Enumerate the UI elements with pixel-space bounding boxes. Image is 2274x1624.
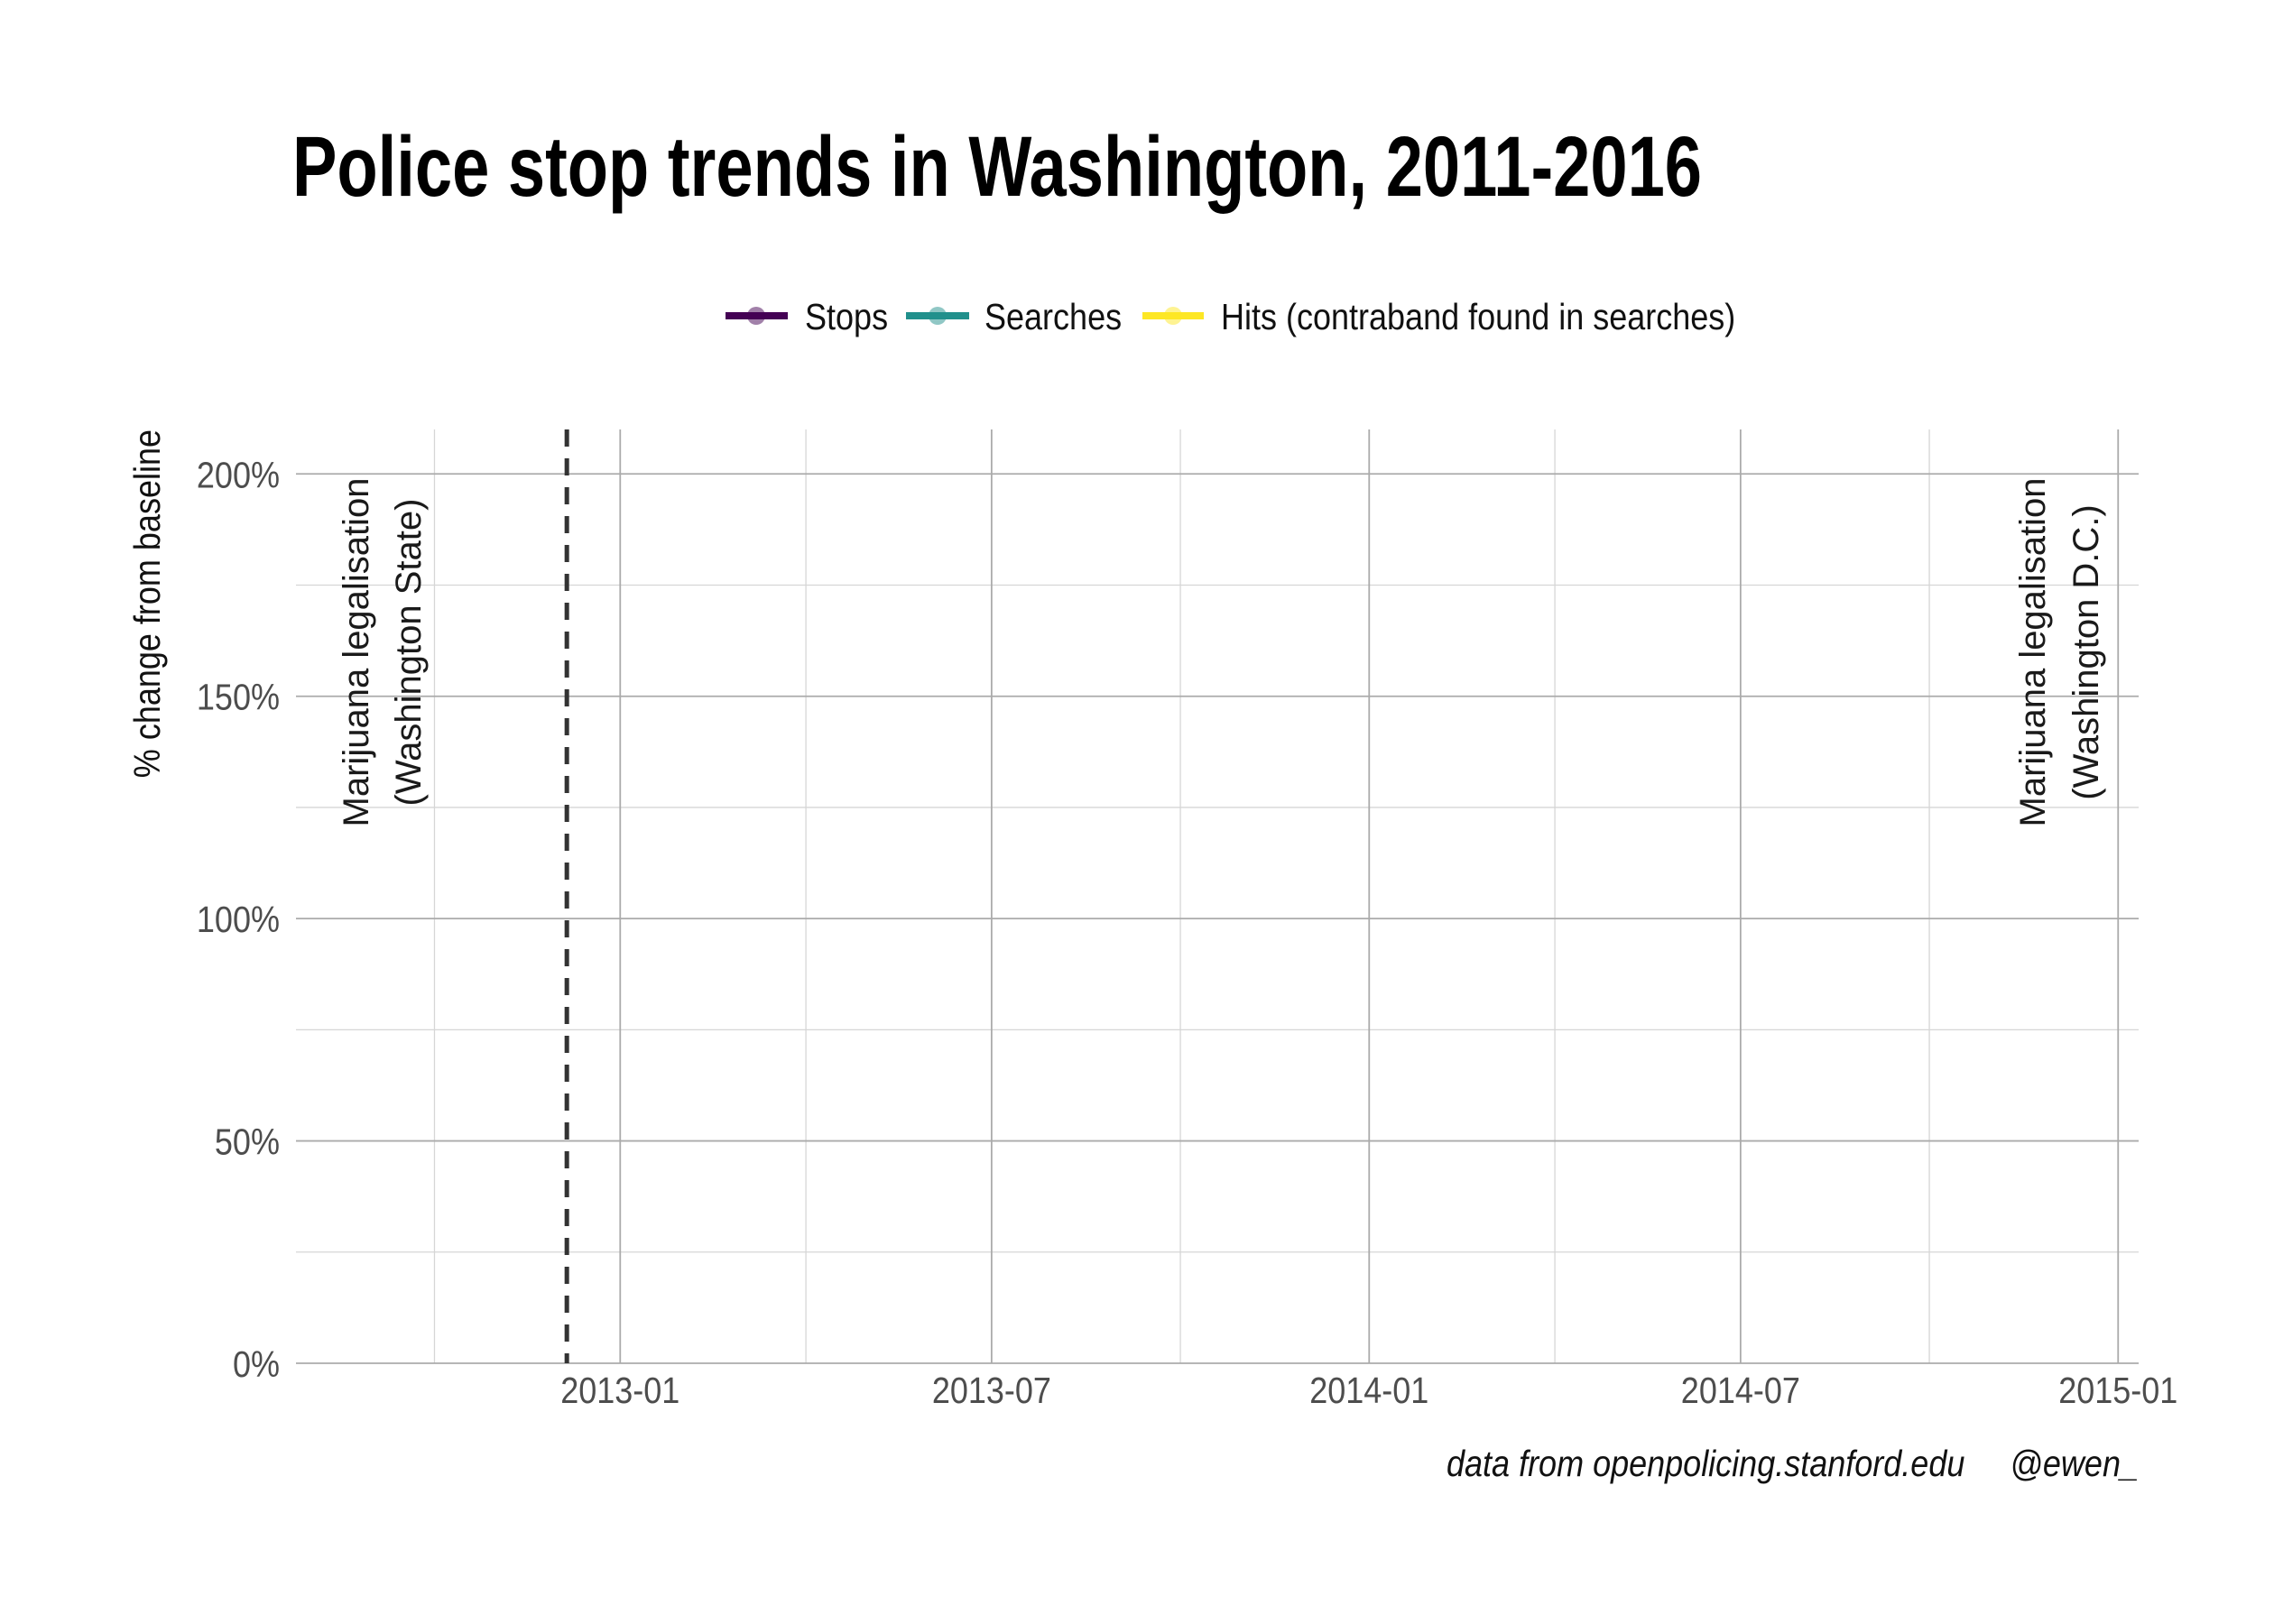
annotation-line: Marijuana legalisation — [337, 478, 376, 827]
y-tick-label: 0% — [233, 1343, 280, 1385]
legend-label: Searches — [984, 296, 1122, 337]
x-tick-label: 2013-07 — [932, 1370, 1051, 1411]
y-tick-label: 200% — [197, 454, 280, 495]
legend-key-dot — [929, 307, 947, 325]
x-tick-label: 2014-07 — [1681, 1370, 1800, 1411]
y-tick-label: 100% — [197, 899, 280, 940]
legend-key-dot — [1164, 307, 1182, 325]
chart-title: Police stop trends in Washington, 2011-2… — [292, 119, 1702, 215]
legend: Stops Searches Hits (contraband found in… — [726, 296, 1735, 337]
annotation-washington-state: Marijuana legalisation (Washington State… — [337, 478, 429, 827]
minor-gridlines — [296, 429, 2139, 1363]
x-tick-label: 2013-01 — [560, 1370, 679, 1411]
x-axis-tick-labels: 2013-01 2013-07 2014-01 2014-07 2015-01 — [560, 1370, 2177, 1411]
y-tick-label: 150% — [197, 677, 280, 718]
x-tick-label: 2014-01 — [1309, 1370, 1428, 1411]
x-tick-label: 2015-01 — [2058, 1370, 2177, 1411]
legend-item-searches: Searches — [906, 296, 1122, 337]
major-gridlines — [296, 429, 2139, 1364]
legend-item-stops: Stops — [726, 296, 888, 337]
legend-key-dot — [747, 307, 765, 325]
legend-label: Hits (contraband found in searches) — [1221, 296, 1735, 337]
legend-label: Stops — [805, 296, 888, 337]
caption: data from openpolicing.stanford.edu @ewe… — [1447, 1443, 2139, 1484]
y-axis-tick-labels: 0% 50% 100% 150% 200% — [197, 454, 280, 1385]
annotation-washington-dc: Marijuana legalisation (Washington D.C.) — [2013, 478, 2106, 827]
y-axis-title: % change from baseline — [126, 429, 168, 778]
annotation-line: (Washington State) — [389, 499, 429, 807]
annotation-line: Marijuana legalisation — [2013, 478, 2053, 827]
y-tick-label: 50% — [215, 1121, 280, 1163]
annotation-line: (Washington D.C.) — [2066, 504, 2106, 800]
legend-item-hits: Hits (contraband found in searches) — [1142, 296, 1735, 337]
